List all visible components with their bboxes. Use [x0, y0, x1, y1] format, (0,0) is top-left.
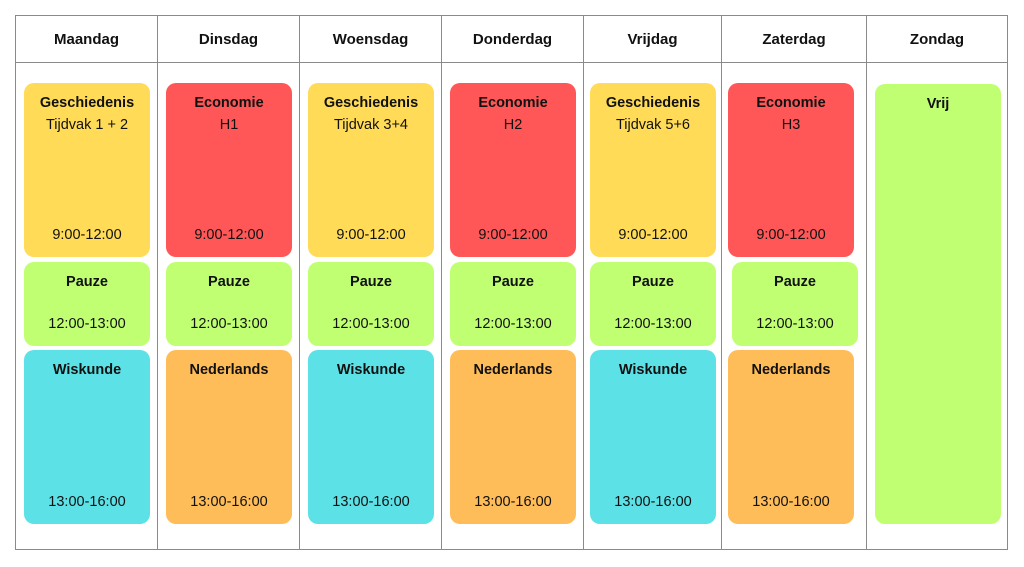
schedule-block-afternoon[interactable]: Nederlands 13:00-16:00	[728, 350, 854, 524]
block-subject: Wiskunde	[52, 362, 122, 378]
schedule-block-afternoon[interactable]: Wiskunde 13:00-16:00	[308, 350, 434, 524]
block-time: 12:00-13:00	[474, 316, 552, 332]
block-time: 13:00-16:00	[614, 494, 692, 510]
schedule-block-break[interactable]: Pauze 12:00-13:00	[590, 262, 716, 346]
block-detail: Tijdvak 1 + 2	[45, 117, 129, 133]
block-subject: Pauze	[774, 274, 816, 290]
block-subject: Pauze	[492, 274, 534, 290]
schedule-block-afternoon[interactable]: Nederlands 13:00-16:00	[450, 350, 576, 524]
block-subject: Vrij	[926, 96, 950, 112]
block-subject: Wiskunde	[618, 362, 688, 378]
schedule-block-free-day[interactable]: Vrij	[875, 84, 1001, 524]
block-time: 9:00-12:00	[756, 227, 826, 243]
block-time: 13:00-16:00	[752, 494, 830, 510]
block-subject: Nederlands	[189, 362, 269, 378]
block-subject: Economie	[194, 95, 264, 111]
schedule-block-afternoon[interactable]: Wiskunde 13:00-16:00	[24, 350, 150, 524]
schedule-block-afternoon[interactable]: Nederlands 13:00-16:00	[166, 350, 292, 524]
block-time: 13:00-16:00	[190, 494, 268, 510]
block-time: 9:00-12:00	[52, 227, 122, 243]
block-time: 13:00-16:00	[48, 494, 126, 510]
block-subject: Geschiedenis	[605, 95, 701, 111]
block-detail: H1	[219, 117, 239, 133]
block-time: 9:00-12:00	[194, 227, 264, 243]
schedule-block-morning[interactable]: Economie H3 9:00-12:00	[728, 83, 854, 257]
block-time: 9:00-12:00	[336, 227, 406, 243]
block-time: 13:00-16:00	[332, 494, 410, 510]
block-detail: H3	[781, 117, 801, 133]
day-header: Zaterdag	[722, 16, 866, 63]
schedule-block-break[interactable]: Pauze 12:00-13:00	[308, 262, 434, 346]
day-header: Maandag	[16, 16, 157, 63]
block-subject: Nederlands	[751, 362, 831, 378]
block-detail: Tijdvak 5+6	[615, 117, 690, 133]
block-subject: Pauze	[632, 274, 674, 290]
schedule-block-break[interactable]: Pauze 12:00-13:00	[732, 262, 858, 346]
day-header: Woensdag	[300, 16, 441, 63]
schedule-block-break[interactable]: Pauze 12:00-13:00	[450, 262, 576, 346]
day-column-vrijdag: Vrijdag Geschiedenis Tijdvak 5+6 9:00-12…	[584, 16, 722, 549]
schedule-block-morning[interactable]: Economie H2 9:00-12:00	[450, 83, 576, 257]
block-subject: Economie	[478, 95, 548, 111]
block-time: 12:00-13:00	[756, 316, 834, 332]
block-detail: Tijdvak 3+4	[333, 117, 408, 133]
block-subject: Pauze	[66, 274, 108, 290]
schedule-block-morning[interactable]: Economie H1 9:00-12:00	[166, 83, 292, 257]
block-time: 12:00-13:00	[190, 316, 268, 332]
block-time: 12:00-13:00	[48, 316, 126, 332]
day-column-maandag: Maandag Geschiedenis Tijdvak 1 + 2 9:00-…	[16, 16, 158, 549]
block-time: 12:00-13:00	[614, 316, 692, 332]
day-header: Donderdag	[442, 16, 583, 63]
block-time: 12:00-13:00	[332, 316, 410, 332]
block-time: 9:00-12:00	[618, 227, 688, 243]
block-subject: Geschiedenis	[39, 95, 135, 111]
block-subject: Geschiedenis	[323, 95, 419, 111]
day-header: Vrijdag	[584, 16, 721, 63]
block-subject: Nederlands	[473, 362, 553, 378]
block-subject: Wiskunde	[336, 362, 406, 378]
block-time: 13:00-16:00	[474, 494, 552, 510]
block-subject: Pauze	[208, 274, 250, 290]
block-time: 9:00-12:00	[478, 227, 548, 243]
schedule-block-afternoon[interactable]: Wiskunde 13:00-16:00	[590, 350, 716, 524]
day-column-dinsdag: Dinsdag Economie H1 9:00-12:00 Pauze 12:…	[158, 16, 300, 549]
schedule-block-break[interactable]: Pauze 12:00-13:00	[166, 262, 292, 346]
day-header: Zondag	[867, 16, 1007, 63]
schedule-block-break[interactable]: Pauze 12:00-13:00	[24, 262, 150, 346]
day-column-zaterdag: Zaterdag Economie H3 9:00-12:00 Pauze 12…	[722, 16, 867, 549]
day-header: Dinsdag	[158, 16, 299, 63]
schedule-block-morning[interactable]: Geschiedenis Tijdvak 3+4 9:00-12:00	[308, 83, 434, 257]
block-subject: Economie	[756, 95, 826, 111]
day-column-donderdag: Donderdag Economie H2 9:00-12:00 Pauze 1…	[442, 16, 584, 549]
schedule-block-morning[interactable]: Geschiedenis Tijdvak 5+6 9:00-12:00	[590, 83, 716, 257]
block-subject: Pauze	[350, 274, 392, 290]
day-column-zondag: Zondag Vrij	[867, 16, 1007, 549]
block-detail: H2	[503, 117, 523, 133]
day-column-woensdag: Woensdag Geschiedenis Tijdvak 3+4 9:00-1…	[300, 16, 442, 549]
schedule-block-morning[interactable]: Geschiedenis Tijdvak 1 + 2 9:00-12:00	[24, 83, 150, 257]
weekly-schedule-grid: Maandag Geschiedenis Tijdvak 1 + 2 9:00-…	[15, 15, 1008, 550]
